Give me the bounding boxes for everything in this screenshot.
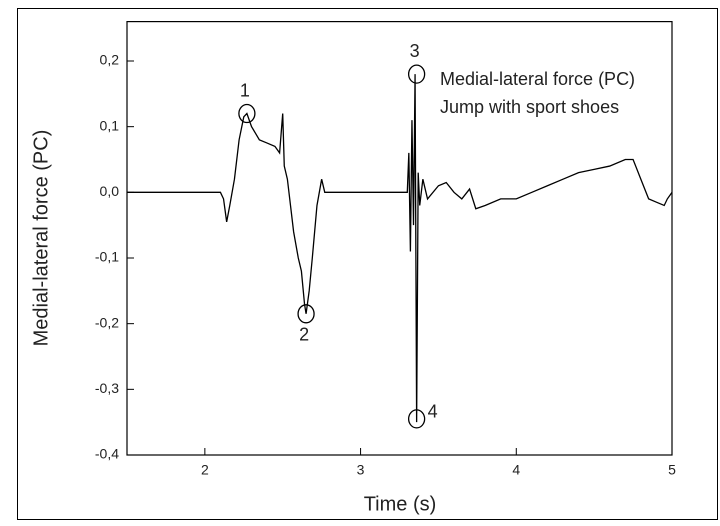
- y-tick-label: -0,3: [95, 380, 119, 396]
- annotation-label: 1: [240, 80, 250, 100]
- annotation-circle: [407, 64, 426, 84]
- y-tick-label: 0,0: [100, 183, 120, 199]
- y-tick-label: 0,1: [100, 117, 120, 133]
- annotation-label: 2: [299, 325, 309, 345]
- y-axis-label: Medial-lateral force (PC): [30, 130, 52, 347]
- x-axis-label: Time (s): [364, 493, 437, 515]
- x-tick-label: 4: [512, 462, 520, 478]
- data-line: [127, 74, 673, 423]
- x-tick-label: 3: [357, 462, 365, 478]
- annotation-circle: [238, 103, 256, 124]
- y-tick-label: -0,1: [95, 249, 119, 265]
- y-tick-label: 0,2: [100, 52, 120, 68]
- y-tick-label: -0,2: [95, 314, 119, 330]
- frame: [17, 8, 718, 520]
- annotation-circle: [297, 304, 315, 324]
- annotation-label: 3: [410, 41, 420, 61]
- legend-text: Jump with sport shoes: [440, 97, 619, 117]
- legend-text: Medial-lateral force (PC): [440, 69, 635, 89]
- plot-frame: [126, 21, 673, 456]
- annotation-label: 4: [428, 402, 438, 422]
- x-tick-label: 5: [668, 462, 676, 478]
- x-tick-label: 2: [201, 462, 209, 478]
- annotation-circle: [407, 409, 426, 429]
- y-tick-label: -0,4: [95, 446, 119, 462]
